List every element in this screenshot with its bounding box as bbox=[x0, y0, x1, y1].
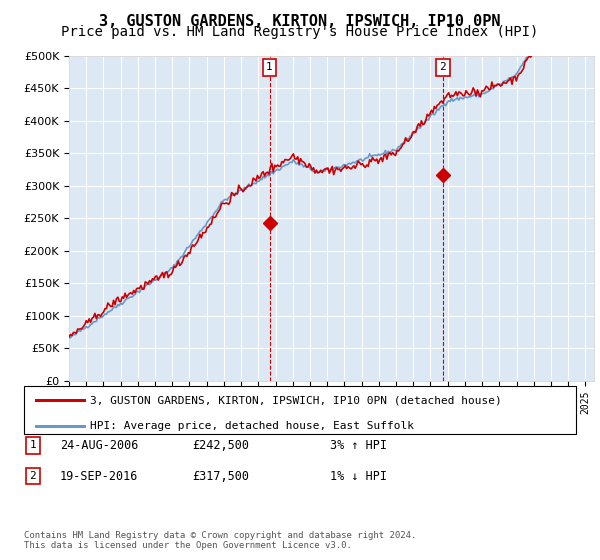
Text: 3% ↑ HPI: 3% ↑ HPI bbox=[330, 438, 387, 452]
Text: Contains HM Land Registry data © Crown copyright and database right 2024.
This d: Contains HM Land Registry data © Crown c… bbox=[24, 530, 416, 550]
Text: £317,500: £317,500 bbox=[192, 469, 249, 483]
Text: 2: 2 bbox=[29, 471, 37, 481]
Text: 24-AUG-2006: 24-AUG-2006 bbox=[60, 438, 139, 452]
Text: 19-SEP-2016: 19-SEP-2016 bbox=[60, 469, 139, 483]
Text: 3, GUSTON GARDENS, KIRTON, IPSWICH, IP10 0PN (detached house): 3, GUSTON GARDENS, KIRTON, IPSWICH, IP10… bbox=[90, 395, 502, 405]
Text: 2: 2 bbox=[439, 63, 446, 72]
Text: 3, GUSTON GARDENS, KIRTON, IPSWICH, IP10 0PN: 3, GUSTON GARDENS, KIRTON, IPSWICH, IP10… bbox=[99, 14, 501, 29]
Text: 1: 1 bbox=[29, 440, 37, 450]
Text: 1% ↓ HPI: 1% ↓ HPI bbox=[330, 469, 387, 483]
Text: £242,500: £242,500 bbox=[192, 438, 249, 452]
Text: 1: 1 bbox=[266, 63, 273, 72]
Text: HPI: Average price, detached house, East Suffolk: HPI: Average price, detached house, East… bbox=[90, 421, 414, 431]
Text: Price paid vs. HM Land Registry's House Price Index (HPI): Price paid vs. HM Land Registry's House … bbox=[61, 25, 539, 39]
